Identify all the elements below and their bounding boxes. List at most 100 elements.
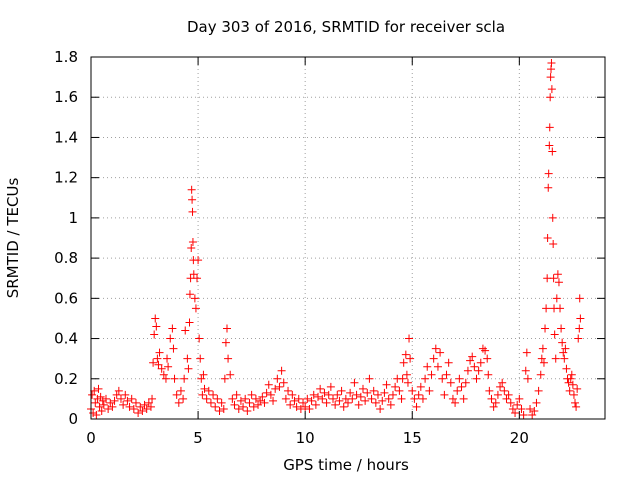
data-point bbox=[550, 330, 559, 339]
axis-ticks: 0 0.2 0.4 0.6 0.8 1 1.2 1.4 1.6 1.8 0 5 10 15 20 bbox=[54, 48, 605, 447]
data-point bbox=[552, 294, 561, 303]
data-point bbox=[93, 394, 102, 403]
data-point bbox=[391, 382, 400, 391]
data-point bbox=[335, 396, 344, 405]
data-point bbox=[519, 410, 528, 419]
data-point bbox=[125, 402, 134, 411]
data-point bbox=[256, 396, 265, 405]
data-point bbox=[136, 402, 145, 411]
data-point bbox=[152, 322, 161, 331]
data-point bbox=[485, 386, 494, 395]
data-point bbox=[316, 384, 325, 393]
data-point bbox=[239, 402, 248, 411]
data-point bbox=[489, 402, 498, 411]
data-point bbox=[123, 396, 132, 405]
data-point bbox=[324, 390, 333, 399]
data-point bbox=[545, 141, 554, 150]
data-point bbox=[99, 400, 108, 409]
x-tick-label: 15 bbox=[403, 429, 422, 447]
data-point bbox=[382, 380, 391, 389]
data-point bbox=[500, 386, 509, 395]
data-point bbox=[481, 346, 490, 355]
data-point bbox=[247, 390, 256, 399]
data-point bbox=[290, 396, 299, 405]
data-point bbox=[544, 169, 553, 178]
data-point bbox=[517, 404, 526, 413]
data-point bbox=[314, 392, 323, 401]
data-point bbox=[211, 402, 220, 411]
data-point bbox=[397, 394, 406, 403]
data-point bbox=[307, 396, 316, 405]
data-point bbox=[384, 394, 393, 403]
data-point bbox=[258, 392, 267, 401]
data-point bbox=[448, 394, 457, 403]
plot-frame bbox=[90, 56, 606, 420]
data-point bbox=[532, 398, 541, 407]
data-point bbox=[153, 354, 162, 363]
data-point bbox=[146, 402, 155, 411]
data-point bbox=[483, 354, 492, 363]
y-tick-label: 1 bbox=[68, 209, 78, 227]
data-point bbox=[97, 406, 106, 415]
data-point bbox=[573, 384, 582, 393]
data-point bbox=[204, 386, 213, 395]
data-point bbox=[346, 388, 355, 397]
data-point bbox=[318, 394, 327, 403]
data-point bbox=[421, 374, 430, 383]
data-point bbox=[562, 364, 571, 373]
data-point bbox=[311, 400, 320, 409]
data-point bbox=[551, 354, 560, 363]
data-point bbox=[198, 390, 207, 399]
data-point bbox=[292, 402, 301, 411]
data-point bbox=[144, 398, 153, 407]
data-point bbox=[566, 374, 575, 383]
x-axis-label: GPS time / hours bbox=[283, 456, 409, 474]
data-point bbox=[356, 392, 365, 401]
y-tick-label: 0.6 bbox=[54, 289, 78, 307]
y-tick-label: 0.2 bbox=[54, 370, 78, 388]
data-points bbox=[87, 59, 585, 419]
data-point bbox=[474, 366, 483, 375]
data-point bbox=[92, 410, 101, 419]
y-tick-label: 0.8 bbox=[54, 249, 78, 267]
data-point bbox=[493, 390, 502, 399]
data-point bbox=[373, 390, 382, 399]
data-point bbox=[266, 390, 275, 399]
y-tick-label: 1.2 bbox=[54, 169, 78, 187]
data-point bbox=[299, 398, 308, 407]
data-point bbox=[284, 386, 293, 395]
data-point bbox=[213, 394, 222, 403]
x-tick-label: 0 bbox=[86, 429, 96, 447]
data-point bbox=[188, 207, 197, 216]
data-point bbox=[163, 354, 172, 363]
data-point bbox=[197, 374, 206, 383]
data-point bbox=[554, 278, 563, 287]
data-point bbox=[498, 378, 507, 387]
data-point bbox=[170, 374, 179, 383]
data-point bbox=[91, 398, 100, 407]
data-point bbox=[560, 354, 569, 363]
data-point bbox=[326, 382, 335, 391]
data-point bbox=[526, 404, 535, 413]
data-point bbox=[367, 394, 376, 403]
data-point bbox=[169, 344, 178, 353]
data-point bbox=[243, 406, 252, 415]
data-point bbox=[181, 326, 190, 335]
data-point bbox=[333, 390, 342, 399]
data-point bbox=[222, 324, 231, 333]
data-point bbox=[176, 386, 185, 395]
data-point bbox=[388, 390, 397, 399]
data-point bbox=[544, 183, 553, 192]
data-point bbox=[478, 344, 487, 353]
data-point bbox=[515, 394, 524, 403]
data-point bbox=[241, 394, 250, 403]
data-point bbox=[565, 386, 574, 395]
data-point bbox=[571, 398, 580, 407]
data-point bbox=[530, 406, 539, 415]
data-point bbox=[425, 386, 434, 395]
data-point bbox=[504, 390, 513, 399]
y-tick-label: 0 bbox=[68, 410, 78, 428]
data-point bbox=[104, 404, 113, 413]
data-point bbox=[337, 386, 346, 395]
data-point bbox=[556, 304, 565, 313]
